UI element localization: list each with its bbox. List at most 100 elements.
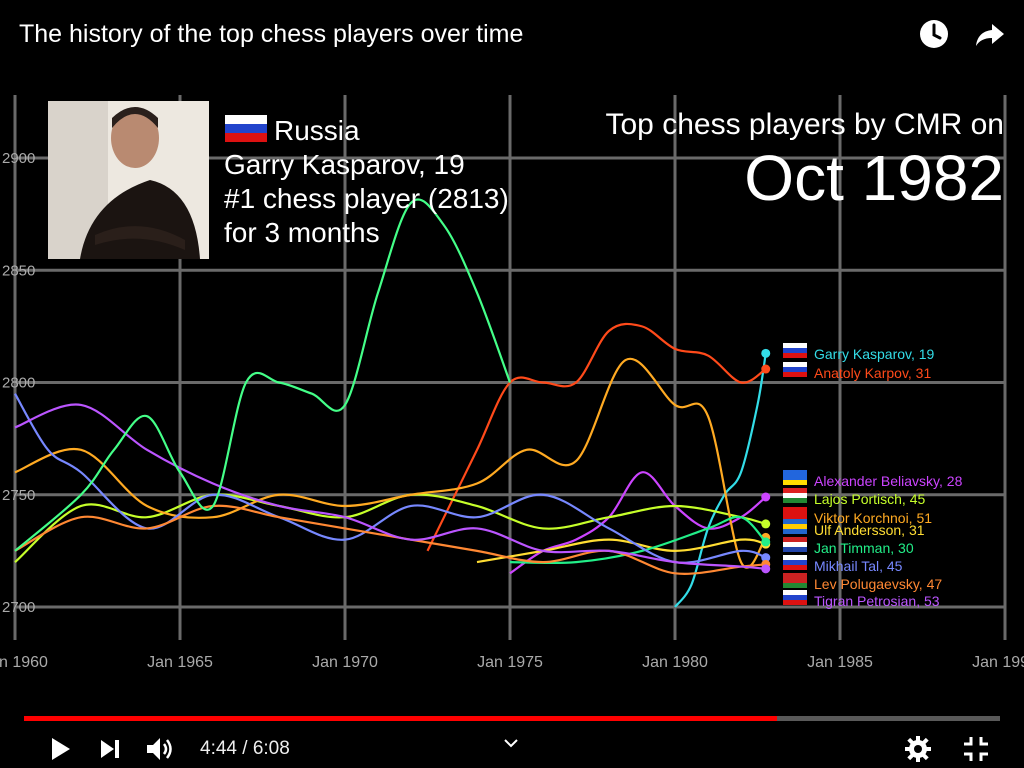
play-icon[interactable] — [44, 733, 76, 765]
progress-played — [24, 716, 778, 721]
legend-flag — [783, 480, 807, 485]
legend-flag — [783, 519, 807, 524]
series-endpoint — [761, 364, 771, 374]
x-tick-label: Jan 1965 — [147, 654, 213, 671]
series-endpoint — [761, 553, 771, 563]
chart-date: Oct 1982 — [744, 142, 1004, 214]
settings-icon[interactable] — [902, 733, 934, 765]
series-line — [674, 353, 767, 608]
legend-flag — [783, 595, 807, 600]
series-endpoint — [761, 564, 771, 574]
time-current: 4:44 — [200, 738, 237, 759]
legend-flag — [783, 475, 807, 480]
overlay-rank: #1 chess player (2813) — [224, 183, 509, 214]
legend-item: Mikhail Tal, 45 — [783, 555, 903, 574]
controls-right — [902, 733, 992, 765]
legend-flag — [783, 493, 807, 498]
legend-label: Lajos Portisch, 45 — [814, 491, 925, 507]
share-icon[interactable] — [974, 18, 1006, 50]
legend-item: Ulf Andersson, 31 — [783, 519, 925, 538]
progress-bar[interactable] — [24, 716, 1000, 721]
legend-flag — [783, 343, 807, 348]
legend-label: Anatoly Karpov, 31 — [814, 365, 931, 381]
legend-flag — [783, 470, 807, 475]
legend-flag — [783, 524, 807, 529]
watch-later-icon[interactable] — [918, 18, 950, 50]
time-total: 6:08 — [252, 738, 290, 759]
y-tick-label: 2700 — [2, 599, 35, 616]
series-line — [426, 322, 767, 552]
y-tick-label: 2900 — [2, 150, 35, 167]
x-tick-label: Jan 1975 — [477, 654, 543, 671]
chart-series — [14, 198, 771, 608]
legend-flag — [783, 600, 807, 605]
legend-label: Ulf Andersson, 31 — [814, 522, 925, 538]
time-display: 4:44 / 6:08 — [200, 738, 290, 759]
player-controls: 4:44 / 6:08 — [0, 708, 1024, 768]
legend-item: Anatoly Karpov, 31 — [783, 362, 931, 381]
legend-item: Garry Kasparov, 19 — [783, 343, 935, 362]
x-tick-label: Jan 1980 — [642, 654, 708, 671]
legend-label: Lev Polugaevsky, 47 — [814, 576, 942, 592]
legend-flag — [783, 353, 807, 358]
series-line — [14, 198, 512, 552]
overlay-duration: for 3 months — [224, 217, 380, 248]
legend-label: Jan Timman, 30 — [814, 540, 914, 556]
chart-legend: Garry Kasparov, 19 Anatoly Karpov, 31 Alex… — [783, 343, 963, 609]
next-icon[interactable] — [94, 733, 126, 765]
legend-flag — [783, 348, 807, 353]
exit-fullscreen-icon[interactable] — [960, 733, 992, 765]
overlay-flag — [225, 115, 267, 142]
overlay-photo — [48, 101, 209, 259]
y-tick-label: 2750 — [2, 487, 35, 504]
series-line — [14, 403, 766, 570]
overlay-player: Garry Kasparov, 19 — [224, 149, 465, 180]
x-tick-label: Jan 1960 — [0, 654, 48, 671]
chart-ticks: Jan 1960 Jan 1965 Jan 1970 Jan 1975 Jan 1980… — [0, 150, 1024, 671]
x-tick-label: Jan 1990 — [972, 654, 1024, 671]
legend-label: Alexander Beliavsky, 28 — [814, 473, 963, 489]
legend-flag — [783, 372, 807, 377]
legend-flag — [783, 578, 807, 583]
legend-flag — [783, 583, 807, 588]
y-tick-label: 2850 — [2, 262, 35, 279]
legend-label: Tigran Petrosian, 53 — [814, 593, 940, 609]
legend-flag — [783, 565, 807, 570]
legend-flag — [783, 512, 807, 517]
series-endpoint — [761, 348, 771, 358]
legend-flag — [783, 560, 807, 565]
series-line — [509, 515, 767, 565]
legend-flag — [783, 590, 807, 595]
chart-headline: Top chess players by CMR on — [606, 108, 1005, 141]
legend-item: Jan Timman, 30 — [783, 537, 914, 556]
series-endpoint — [761, 492, 771, 502]
top-actions — [918, 18, 1006, 50]
legend-flag — [783, 547, 807, 552]
series-line — [14, 493, 767, 563]
overlay-country: Russia — [274, 115, 360, 146]
legend-label: Garry Kasparov, 19 — [814, 346, 935, 362]
legend-flag — [783, 362, 807, 367]
y-tick-label: 2800 — [2, 375, 35, 392]
chevron-up-icon[interactable] — [502, 736, 520, 754]
series-line — [476, 538, 767, 564]
legend-flag — [783, 498, 807, 503]
x-tick-label: Jan 1985 — [807, 654, 873, 671]
series-line — [509, 471, 767, 575]
legend-flag — [783, 367, 807, 372]
legend-flag — [783, 573, 807, 578]
legend-flag — [783, 488, 807, 493]
video-title[interactable]: The history of the top chess players ove… — [19, 20, 524, 48]
series-endpoint — [761, 537, 771, 547]
series-endpoint — [761, 519, 771, 529]
volume-icon[interactable] — [144, 733, 176, 765]
x-tick-label: Jan 1970 — [312, 654, 378, 671]
legend-flag — [783, 507, 807, 512]
legend-label: Mikhail Tal, 45 — [814, 558, 903, 574]
series-line — [14, 357, 767, 569]
legend-flag — [783, 529, 807, 534]
legend-flag — [783, 542, 807, 547]
controls-left: 4:44 / 6:08 — [44, 733, 290, 765]
legend-flag — [783, 537, 807, 542]
